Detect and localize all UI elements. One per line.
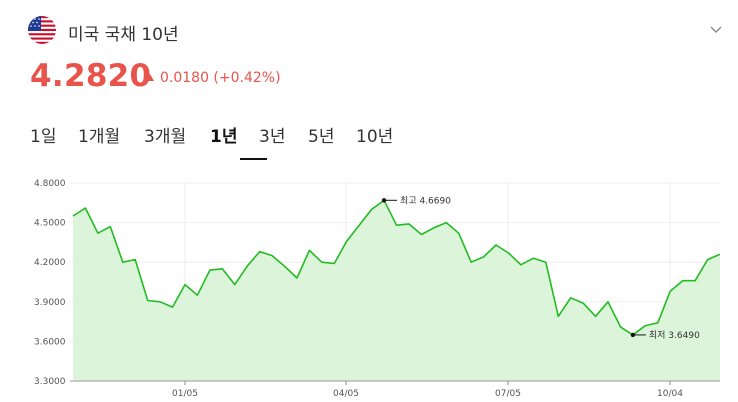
y-tick-label: 4.2000 bbox=[34, 258, 66, 268]
quote: 4.2820 0.0180 (+0.42%) bbox=[30, 58, 281, 98]
y-tick-label: 3.9000 bbox=[34, 298, 66, 308]
price-chart: 4.8000 4.5000 4.2000 3.9000 3.6000 3.3000 01/0… bbox=[30, 172, 720, 402]
y-tick-label: 4.8000 bbox=[34, 179, 66, 189]
x-tick-label: 07/05 bbox=[495, 389, 521, 399]
current-price: 4.2820 bbox=[30, 58, 152, 94]
up-arrow-icon bbox=[146, 74, 154, 81]
tab-1d[interactable]: 1일 bbox=[30, 127, 57, 147]
tab-3m[interactable]: 3개월 bbox=[144, 127, 187, 147]
header: 미국 국채 10년 bbox=[28, 14, 728, 48]
low-label: 최저 3.6490 bbox=[649, 330, 700, 341]
active-tab-indicator bbox=[240, 158, 267, 160]
high-label: 최고 4.6690 bbox=[400, 195, 451, 206]
chart-svg: 4.8000 4.5000 4.2000 3.9000 3.6000 3.3000 01/0… bbox=[34, 179, 720, 399]
chevron-down-icon[interactable] bbox=[706, 20, 726, 40]
y-tick-label: 3.3000 bbox=[34, 377, 66, 387]
page-title: 미국 국채 10년 bbox=[68, 25, 179, 45]
x-tick-label: 10/04 bbox=[657, 389, 683, 399]
x-tick-label: 01/05 bbox=[172, 389, 198, 399]
tab-1m[interactable]: 1개월 bbox=[78, 127, 121, 147]
y-tick-label: 3.6000 bbox=[34, 337, 66, 347]
tab-5y[interactable]: 5년 bbox=[308, 127, 335, 147]
tab-1y[interactable]: 1년 bbox=[210, 127, 238, 147]
price-change: 0.0180 (+0.42%) bbox=[146, 70, 281, 86]
y-tick-label: 4.5000 bbox=[34, 219, 66, 229]
price-line bbox=[72, 199, 720, 336]
tab-3y[interactable]: 3년 bbox=[259, 127, 286, 147]
tab-10y[interactable]: 10년 bbox=[356, 127, 394, 147]
price-change-value: 0.0180 (+0.42%) bbox=[160, 70, 281, 86]
x-tick-label: 04/05 bbox=[333, 389, 359, 399]
us-flag-icon bbox=[28, 16, 56, 44]
price-area bbox=[73, 200, 720, 381]
